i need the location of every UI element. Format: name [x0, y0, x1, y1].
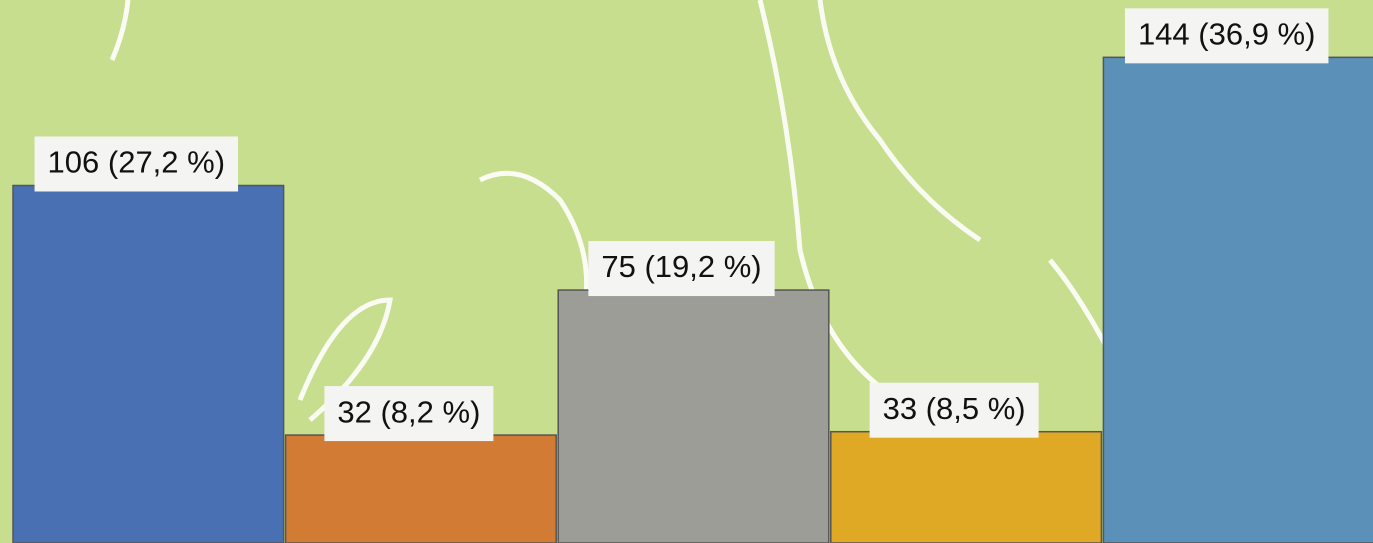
plot: 106 (27,2 %) 32 (8,2 %) 75 (19,2 %) 33 (8,5…	[12, 8, 1373, 543]
data-label: 106 (27,2 %)	[48, 145, 226, 180]
bar	[1102, 56, 1373, 543]
data-label: 33 (8,5 %)	[883, 391, 1026, 426]
data-label-box	[869, 382, 1039, 438]
data-label: 32 (8,2 %)	[337, 394, 480, 429]
bar	[830, 430, 1103, 543]
data-label-box	[588, 241, 775, 297]
data-label: 75 (19,2 %)	[601, 249, 761, 284]
data-label-box	[1124, 8, 1329, 64]
bar	[12, 184, 285, 543]
data-label-box	[34, 136, 239, 192]
bar	[557, 289, 830, 543]
data-label: 144 (36,9 %)	[1138, 17, 1316, 52]
data-label-box	[324, 386, 494, 442]
bar	[284, 434, 557, 543]
